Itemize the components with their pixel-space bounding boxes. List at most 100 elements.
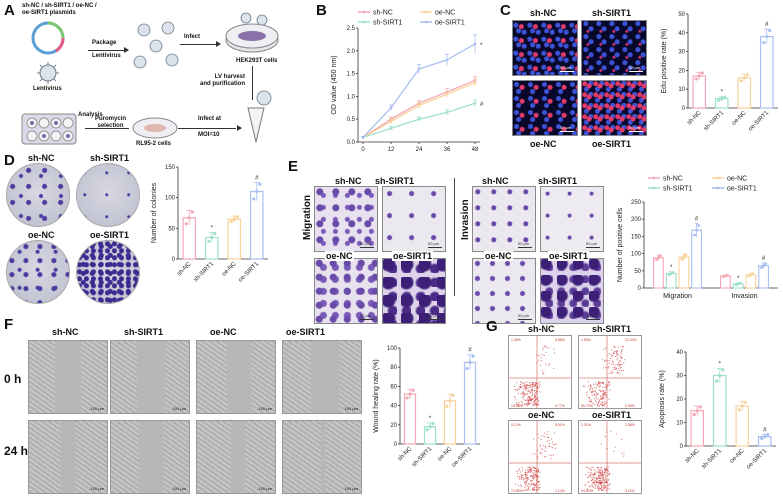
flow-event	[520, 485, 523, 488]
x-tick-label: Migration	[663, 293, 692, 300]
flow-event	[612, 363, 614, 365]
flow-event	[544, 436, 546, 438]
x-tick-label: oe-NC	[437, 446, 454, 463]
flow-event	[527, 395, 529, 398]
flow-event	[587, 466, 590, 468]
flow-cloud	[579, 421, 641, 493]
flow-event	[600, 485, 602, 487]
scale-bar: 100 μm	[258, 486, 272, 491]
flow-event	[587, 381, 590, 383]
flow-event	[541, 452, 543, 455]
flow-event	[602, 404, 604, 406]
data-point	[762, 264, 765, 268]
colony-dish-sh-sirt1	[76, 163, 140, 227]
flow-event	[519, 471, 522, 473]
flow-event	[553, 432, 556, 434]
flow-event	[600, 397, 602, 399]
lv-harvest-label: LV harvest and purification	[200, 74, 245, 87]
scale-bar: 50 μm	[428, 313, 442, 320]
flow-event	[541, 360, 543, 362]
flow-event	[590, 401, 592, 403]
tube-icon	[247, 90, 272, 143]
flow-event	[546, 440, 549, 442]
x-tick-label: sh-SIRT1	[701, 448, 724, 471]
flow-event	[596, 484, 598, 486]
data-point	[743, 400, 747, 404]
flow-event	[533, 486, 535, 489]
flow-event	[611, 363, 613, 366]
y-tick-label: 0	[680, 444, 684, 450]
flow-event	[603, 392, 605, 394]
y-tick-label: 10	[678, 87, 685, 93]
invasion-image-sh-nc: 50 μm	[472, 186, 536, 252]
flow-event	[616, 359, 618, 361]
flow-event	[603, 401, 606, 403]
legend-label: sh-SIRT1	[373, 20, 403, 27]
e-inv-label-sh-sirt1: sh-SIRT1	[538, 176, 578, 186]
flow-event	[604, 487, 606, 490]
flow-event	[526, 485, 528, 487]
scale-bar: 50 μm	[629, 125, 643, 132]
flow-event	[598, 486, 601, 488]
legend-label: sh-NC	[373, 10, 393, 17]
flow-event	[532, 393, 534, 395]
y-tick-label: 40	[390, 404, 397, 410]
flow-event	[602, 381, 604, 384]
flow-event	[593, 482, 595, 484]
scale-bar: 50 μm	[560, 65, 574, 72]
flow-event	[522, 388, 524, 391]
legend-label: sh-NC	[663, 176, 683, 183]
flow-event	[518, 469, 520, 471]
flow-event	[514, 483, 517, 485]
flow-event	[600, 486, 603, 489]
flow-event	[524, 473, 526, 476]
flow-event	[543, 354, 545, 357]
flow-event	[517, 388, 519, 390]
y-tick-label: 100	[631, 252, 642, 258]
flow-event	[601, 482, 603, 484]
flow-event	[598, 476, 601, 478]
x-tick-label: oe-NC	[221, 261, 238, 278]
series-line-oe-NC	[362, 82, 476, 139]
flow-event	[523, 385, 525, 387]
significance-mark: #	[255, 175, 259, 181]
x-tick-label: sh-NC	[684, 448, 701, 465]
flow-event	[587, 396, 589, 398]
flow-event	[530, 489, 532, 491]
flow-event	[603, 404, 606, 406]
data-point	[232, 217, 236, 221]
flow-event	[590, 386, 592, 388]
flow-event	[604, 391, 607, 393]
flow-event	[605, 386, 607, 388]
flow-event	[609, 483, 611, 485]
flow-event	[600, 395, 602, 397]
legend-marker	[362, 20, 366, 24]
flow-cloud	[509, 421, 571, 493]
flow-event	[608, 362, 610, 364]
bar-oe-NC	[737, 77, 752, 109]
scale-bar: 50 μm	[518, 313, 532, 320]
x-tick-label: oe-SIRT1	[748, 110, 771, 133]
flow-event	[550, 454, 552, 456]
flow-event	[593, 469, 595, 471]
y-tick-label: 0	[638, 286, 642, 292]
flow-event	[602, 393, 604, 395]
flow-event	[589, 389, 591, 391]
plasmids-label: sh-NC / sh-SIRT1 / oe-NC / oe-SIRT1 plas…	[22, 3, 97, 16]
infect-arrow	[180, 41, 221, 47]
wound-image-oe-sirt1-0h: 100 μm	[282, 340, 362, 414]
x-tick-label: oe-SIRT1	[238, 261, 261, 284]
flow-event	[597, 487, 599, 490]
flow-event	[592, 485, 594, 487]
flow-event	[608, 372, 610, 374]
quadrant-percent: 65.79%	[581, 404, 593, 408]
flow-event	[537, 487, 540, 489]
y-tick-label: 1.5	[347, 72, 356, 78]
flow-event	[534, 400, 536, 402]
flow-event	[624, 359, 626, 361]
x-tick-label: 48	[472, 147, 479, 153]
flow-event	[543, 444, 545, 447]
flow-event	[527, 469, 529, 471]
c-label-oe-nc: oe-NC	[530, 139, 557, 149]
flow-event	[609, 383, 611, 385]
